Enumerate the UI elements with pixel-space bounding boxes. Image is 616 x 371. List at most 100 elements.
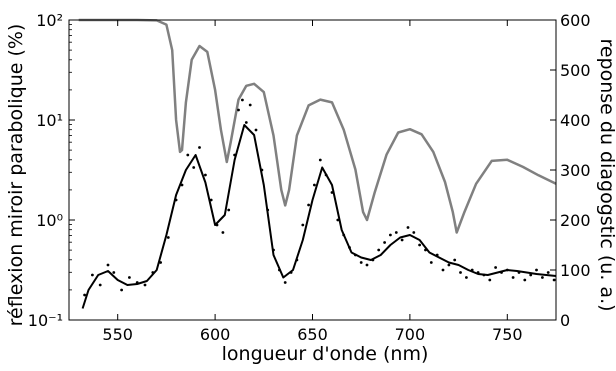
y-right-tick-label: 100 [560,261,591,280]
series-2-point [98,283,102,287]
series-2-point [435,253,439,257]
y-right-tick-label: 600 [560,11,591,30]
series-2-point [283,281,287,284]
y-right-tick-label: 500 [560,61,591,80]
series-2-point [359,261,363,264]
series-1-line [81,124,557,309]
y-left-tick-label: 10⁻¹ [28,311,63,330]
series-2-point [215,223,219,227]
series-2-point [186,153,190,157]
series-2-point [278,268,281,272]
series-2-point [406,226,410,229]
series-2-point [552,278,556,282]
series-2-point [424,248,427,252]
series-2-point [221,231,225,234]
series-2-point [371,258,375,262]
series-2-point [106,263,110,267]
series-2-point [470,268,474,272]
series-2-point [418,243,421,247]
series-2-point [541,276,544,279]
series-2-point [237,108,240,112]
series-2-point [227,208,231,212]
series-2-point [135,281,139,284]
series-2-point [248,103,252,107]
series-0-line [78,18,557,234]
series-2-point [389,233,392,237]
y-right-tick-label: 0 [560,311,570,330]
series-2-point [330,191,334,194]
series-2-point [529,273,533,277]
series-2-point [120,288,123,292]
series-2-point [354,253,357,257]
series-2-point [476,271,480,274]
series-2-point [313,183,316,187]
series-2-point [272,248,275,252]
series-2-point [180,183,184,187]
series-2-point [511,276,515,279]
series-2-point [459,271,462,274]
series-2-point [500,271,503,274]
series-2-point [441,268,445,272]
x-tick-label: 550 [102,325,133,344]
series-2-point [295,258,299,262]
series-2-point [192,166,196,169]
y-left-tick-label: 10¹ [36,111,63,130]
series-2-point [412,231,416,234]
x-tick-label: 750 [492,325,523,344]
series-2-point [482,273,486,277]
series-2-point [336,218,340,222]
series-2-point [166,236,170,239]
series-2-point [488,278,492,282]
y-left-tick-label: 10² [36,11,63,30]
y-right-tick-label: 400 [560,111,591,130]
series-2-point [535,268,538,272]
series-2-point [83,293,86,297]
series-2-point [453,258,457,262]
y-right-axis-label: reponse du diagogstic (u. a.) [596,38,616,311]
y-left-axis-label: réflexion miroir parabolique (%) [5,24,27,327]
series-2-point [289,271,293,274]
y-right-tick-label: 300 [560,161,591,180]
series-2-point [244,121,248,124]
series-2-point [233,153,237,157]
x-tick-label: 700 [395,325,426,344]
series-2-point [365,263,369,267]
y-right-tick-label: 200 [560,211,591,230]
series-2-point [204,173,207,177]
series-2-point [260,168,264,172]
y-left-tick-label: 10⁰ [36,211,63,230]
series-2-point [143,283,147,287]
series-2-point [429,261,433,264]
series-2-point [91,273,94,277]
series-2-point [318,158,322,162]
series-2-point [112,271,116,274]
x-tick-label: 600 [200,325,231,344]
series-2-point [377,248,381,252]
series-2-point [127,276,131,279]
series-2-point [383,241,386,244]
series-2-point [254,128,258,132]
series-2-point [174,198,178,202]
series-2-point [523,278,527,282]
series-2-point [209,198,213,202]
series-2-point [159,261,163,264]
series-2-point [465,276,468,279]
series-2-point [198,146,201,149]
series-2-point [266,208,270,212]
series-2-point [447,263,451,267]
series-2-point [546,271,550,274]
series-2-point [324,173,328,177]
series-2-point [301,223,305,227]
series-2-point [307,203,310,207]
series-2-point [494,266,497,269]
series-2-point [342,233,346,237]
series-2-point [241,98,244,102]
series-2-point [517,271,521,274]
series-2-point [505,268,509,272]
plot-area: 550 600 650 700 750 10⁻¹ 10⁰ 10¹ 10² 0 100 200 300 40… [28,11,591,344]
series-2-point [348,246,351,249]
x-axis-label: longueur d'onde (nm) [222,343,429,365]
x-tick-label: 650 [297,325,328,344]
series-2-point [394,231,398,234]
